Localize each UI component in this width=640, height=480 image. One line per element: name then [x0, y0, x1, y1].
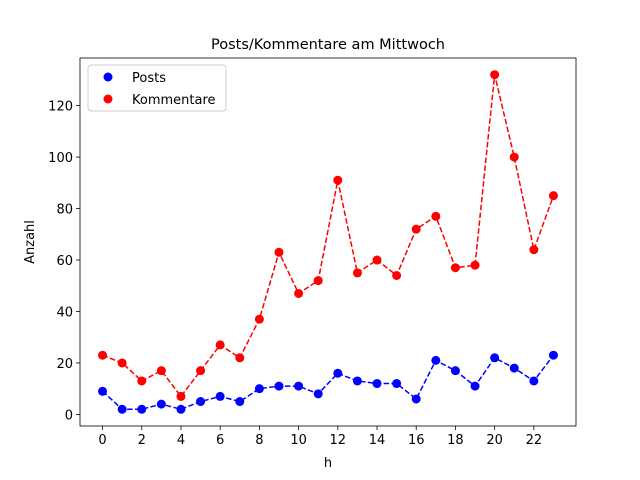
- data-point: [196, 397, 206, 407]
- x-tick-label: 6: [216, 433, 224, 448]
- data-point: [450, 366, 460, 376]
- data-point: [392, 379, 402, 389]
- y-axis-label: Anzahl: [23, 220, 38, 264]
- y-tick-label: 60: [56, 254, 73, 269]
- data-point: [548, 191, 558, 201]
- data-point: [333, 175, 343, 185]
- data-point: [235, 397, 245, 407]
- data-point: [156, 399, 166, 409]
- data-point: [470, 260, 480, 270]
- data-point: [196, 366, 206, 376]
- plot-frame: [79, 57, 577, 427]
- data-point: [215, 391, 225, 401]
- data-point: [254, 314, 264, 324]
- x-tick-label: 2: [138, 433, 146, 448]
- data-point: [313, 389, 323, 399]
- y-tick-label: 120: [48, 100, 73, 115]
- x-tick-label: 4: [177, 433, 185, 448]
- data-point: [509, 152, 519, 162]
- series-line: [102, 74, 555, 398]
- legend-box: [87, 64, 227, 112]
- data-point: [313, 276, 323, 286]
- data-point: [176, 404, 186, 414]
- data-point: [372, 255, 382, 265]
- data-point: [117, 404, 127, 414]
- legend-label: Posts: [132, 71, 166, 86]
- x-tick-label: 8: [255, 433, 263, 448]
- data-point: [529, 376, 539, 386]
- data-point: [352, 268, 362, 278]
- data-point: [98, 350, 108, 360]
- x-tick-label: 10: [290, 433, 307, 448]
- x-tick-label: 16: [408, 433, 425, 448]
- y-tick-label: 40: [56, 305, 73, 320]
- y-tick-label: 80: [56, 203, 73, 218]
- data-point: [274, 247, 284, 257]
- data-point: [529, 245, 539, 255]
- data-point: [490, 353, 500, 363]
- data-point: [117, 358, 127, 368]
- data-point: [411, 394, 421, 404]
- data-point: [470, 381, 480, 391]
- data-point: [548, 350, 558, 360]
- data-point: [352, 376, 362, 386]
- x-tick-label: 0: [98, 433, 106, 448]
- data-point: [274, 381, 284, 391]
- x-axis-label: h: [324, 456, 332, 471]
- data-point: [431, 355, 441, 365]
- x-tick-label: 12: [330, 433, 347, 448]
- legend-label: Kommentare: [132, 93, 216, 108]
- y-tick-label: 20: [56, 357, 73, 372]
- legend-marker: [103, 94, 113, 104]
- x-tick-label: 18: [447, 433, 464, 448]
- data-point: [176, 391, 186, 401]
- y-tick-label: 0: [65, 408, 73, 423]
- data-point: [254, 384, 264, 394]
- data-point: [137, 376, 147, 386]
- data-point: [490, 70, 500, 80]
- data-point: [372, 379, 382, 389]
- data-point: [137, 404, 147, 414]
- data-point: [235, 353, 245, 363]
- data-point: [431, 211, 441, 221]
- data-point: [294, 288, 304, 298]
- y-tick-label: 100: [48, 151, 73, 166]
- data-point: [215, 340, 225, 350]
- x-tick-label: 20: [486, 433, 503, 448]
- legend-marker: [103, 72, 113, 82]
- data-point: [294, 381, 304, 391]
- data-point: [156, 366, 166, 376]
- data-point: [98, 386, 108, 396]
- data-point: [392, 270, 402, 280]
- chart-title: Posts/Kommentare am Mittwoch: [211, 37, 445, 53]
- data-point: [333, 368, 343, 378]
- data-point: [450, 263, 460, 273]
- x-tick-label: 14: [369, 433, 386, 448]
- data-point: [411, 224, 421, 234]
- x-tick-label: 22: [526, 433, 543, 448]
- data-point: [509, 363, 519, 373]
